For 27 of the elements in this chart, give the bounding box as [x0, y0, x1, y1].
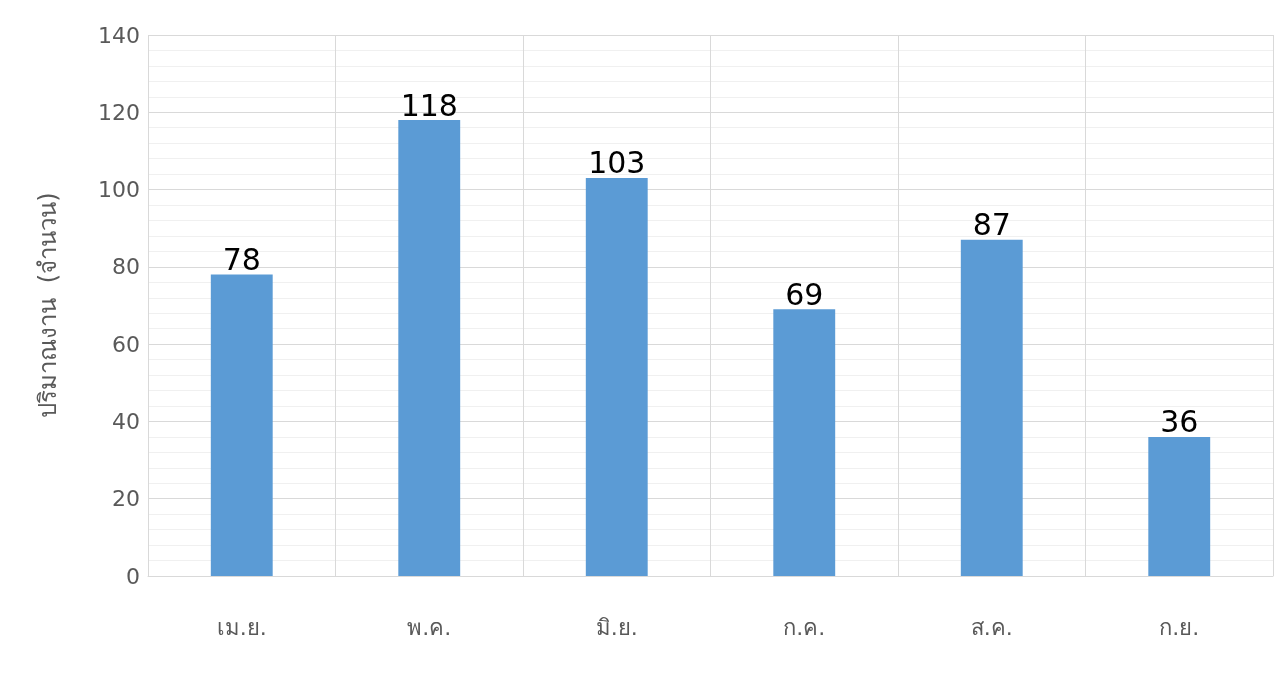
data-label: 103 [588, 145, 646, 181]
x-tick-label: ก.ย. [1159, 614, 1200, 640]
data-label: 69 [785, 276, 824, 312]
x-tick-label: ส.ค. [970, 614, 1013, 640]
y-tick-label: 80 [112, 254, 140, 280]
y-tick-label: 140 [98, 22, 140, 48]
y-tick-label: 60 [112, 331, 140, 357]
data-label: 78 [222, 242, 261, 278]
x-tick-label: มิ.ย. [595, 614, 638, 640]
bar [960, 239, 1023, 576]
y-tick-label: 0 [126, 563, 140, 589]
data-label: 87 [972, 207, 1011, 243]
data-label: 36 [1160, 404, 1199, 440]
bar [773, 309, 836, 576]
bar [398, 120, 461, 576]
x-tick-label: พ.ค. [407, 614, 452, 640]
y-tick-label: 100 [98, 177, 140, 203]
bar [585, 177, 648, 576]
bar [1148, 436, 1211, 576]
bar [210, 274, 273, 576]
x-tick-label: ก.ค. [783, 614, 826, 640]
y-axis-title: ปริมาณงาน (จำนวน) [34, 192, 62, 419]
x-tick-label: เม.ย. [216, 614, 267, 640]
y-tick-label: 120 [98, 99, 140, 125]
data-label: 118 [400, 87, 458, 123]
y-tick-label: 40 [112, 408, 140, 434]
y-tick-label: 20 [112, 486, 140, 512]
